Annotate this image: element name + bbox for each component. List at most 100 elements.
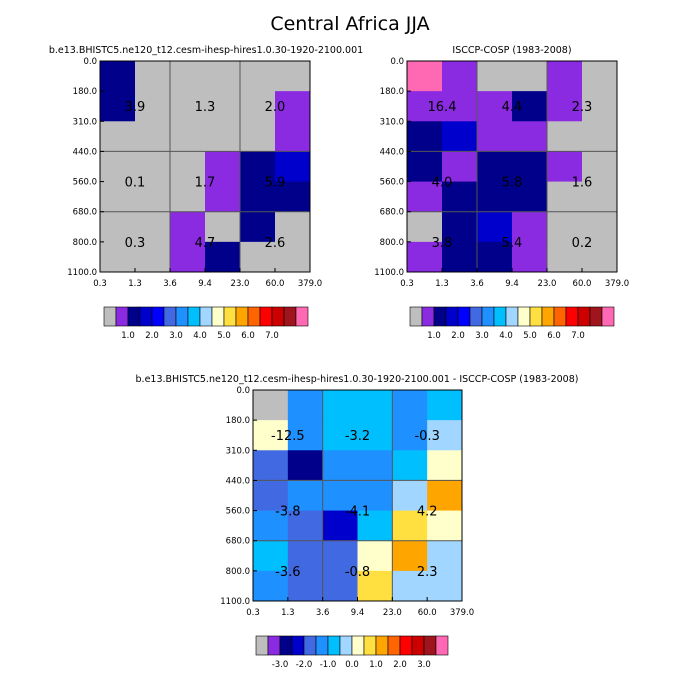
colorbar-swatch bbox=[387, 635, 401, 656]
heatmap-cell bbox=[427, 420, 463, 451]
colorbar-label: 3.0 bbox=[417, 660, 431, 670]
heatmap-cell bbox=[547, 181, 583, 213]
colorbar-swatch bbox=[493, 306, 507, 327]
colorbar-swatch bbox=[481, 306, 495, 327]
panel-title: ISCCP-COSP (1983-2008) bbox=[452, 45, 571, 56]
colorbar-label: 1.0 bbox=[427, 331, 441, 341]
heatmap-cell bbox=[357, 570, 393, 602]
heatmap-cell bbox=[427, 480, 463, 512]
heatmap-cell bbox=[392, 450, 428, 481]
cell-value-label: 3.8 bbox=[432, 236, 453, 251]
x-tick-label: 3.6 bbox=[316, 608, 330, 618]
cell-value-label: 2.3 bbox=[417, 565, 438, 580]
colorbar-label: 2.0 bbox=[145, 331, 159, 341]
heatmap-cell bbox=[100, 181, 136, 213]
heatmap-cell bbox=[512, 91, 548, 122]
colorbar-swatch bbox=[351, 635, 365, 656]
heatmap-cell bbox=[512, 181, 548, 213]
panel-title: b.e13.BHISTC5.ne120_t12.cesm-ihesp-hires… bbox=[49, 45, 363, 56]
colorbar-swatch bbox=[139, 306, 153, 327]
cell-value-label: 2.6 bbox=[265, 236, 286, 251]
heatmap-cell bbox=[240, 151, 276, 183]
cell-value-label: 4.0 bbox=[432, 176, 453, 191]
colorbar-swatch bbox=[151, 306, 165, 327]
heatmap-cell bbox=[392, 540, 428, 572]
x-tick-label: 0.3 bbox=[400, 279, 414, 289]
heatmap-cell bbox=[170, 91, 206, 122]
heatmap-cell bbox=[287, 510, 324, 542]
heatmap-cell bbox=[442, 121, 478, 152]
cell-value-label: -3.6 bbox=[275, 565, 300, 580]
heatmap-cell bbox=[582, 241, 618, 273]
heatmap-cell bbox=[253, 510, 289, 542]
colorbar-swatch bbox=[505, 306, 519, 327]
x-tick-label: 3.6 bbox=[163, 279, 177, 289]
heatmap-cell bbox=[477, 211, 513, 243]
heatmap-cell bbox=[322, 540, 358, 572]
colorbar-label: 2.0 bbox=[393, 660, 407, 670]
colorbar-swatch bbox=[303, 635, 317, 656]
colorbar-label: 4.0 bbox=[193, 331, 207, 341]
y-tick-label: 800.0 bbox=[380, 238, 404, 248]
cell-value-label: 5.9 bbox=[265, 176, 286, 191]
heatmap-cell bbox=[357, 540, 393, 572]
heatmap-cell bbox=[275, 121, 311, 152]
y-tick-label: 0.0 bbox=[390, 57, 404, 67]
x-tick-label: 379.0 bbox=[450, 608, 474, 618]
colorbar-swatch bbox=[187, 306, 201, 327]
colorbar-swatch bbox=[375, 635, 389, 656]
cell-value-label: -3.8 bbox=[275, 505, 300, 520]
heatmap-cell bbox=[275, 91, 311, 122]
colorbar-swatch bbox=[283, 306, 297, 327]
heatmap-cell bbox=[582, 61, 618, 92]
colorbar-swatch bbox=[259, 306, 273, 327]
heatmap-cell bbox=[322, 450, 358, 481]
colorbar-swatch bbox=[445, 306, 459, 327]
colorbar-swatch bbox=[271, 306, 285, 327]
colorbar-label: 2.0 bbox=[451, 331, 465, 341]
colorbar-label: 5.0 bbox=[217, 331, 231, 341]
colorbar-label: 1.0 bbox=[121, 331, 135, 341]
y-tick-label: 1100.0 bbox=[374, 268, 404, 278]
heatmap-cell bbox=[477, 61, 513, 92]
y-tick-label: 180.0 bbox=[73, 87, 97, 97]
y-tick-label: 1100.0 bbox=[67, 268, 97, 278]
heatmap-cell bbox=[547, 211, 583, 243]
cell-value-label: -4.1 bbox=[345, 505, 370, 520]
cell-value-label: 16.4 bbox=[428, 100, 457, 115]
heatmap-cell bbox=[135, 211, 171, 243]
heatmap-cell bbox=[322, 510, 358, 542]
colorbar-swatch bbox=[423, 635, 437, 656]
heatmap-cell bbox=[407, 121, 443, 152]
colorbar: 1.0 2.0 3.0 4.0 5.0 6.0 7.0 bbox=[103, 306, 309, 341]
colorbar-swatch bbox=[295, 306, 309, 327]
heatmap-cell bbox=[275, 61, 311, 92]
y-tick-label: 180.0 bbox=[380, 87, 404, 97]
heatmap-cell bbox=[240, 211, 276, 243]
colorbar-label: 0.0 bbox=[345, 660, 359, 670]
heatmap-cell bbox=[512, 121, 548, 152]
heatmap-cell bbox=[477, 91, 513, 122]
colorbar-swatch bbox=[363, 635, 377, 656]
cell-value-label: 5.4 bbox=[502, 236, 523, 251]
cell-value-label: 2.3 bbox=[572, 100, 593, 115]
heatmap-cell bbox=[477, 241, 513, 273]
colorbar-label: 3.0 bbox=[169, 331, 183, 341]
heatmap-cell bbox=[135, 61, 171, 92]
x-tick-label: 60.0 bbox=[418, 608, 437, 618]
y-tick-label: 800.0 bbox=[226, 567, 250, 577]
heatmap-cell bbox=[512, 151, 548, 183]
colorbar-swatch bbox=[199, 306, 213, 327]
heatmap-cell bbox=[582, 121, 618, 152]
colorbar-swatch bbox=[267, 635, 281, 656]
x-tick-label: 0.3 bbox=[246, 608, 260, 618]
colorbar-swatch bbox=[553, 306, 567, 327]
cell-value-label: -3.2 bbox=[345, 429, 370, 444]
colorbar-swatch bbox=[529, 306, 543, 327]
x-tick-label: 1.3 bbox=[281, 608, 295, 618]
colorbar-swatch bbox=[409, 306, 423, 327]
heatmap-cell bbox=[205, 241, 241, 273]
colorbar-label: -3.0 bbox=[272, 660, 289, 670]
heatmap-cell bbox=[170, 61, 206, 92]
